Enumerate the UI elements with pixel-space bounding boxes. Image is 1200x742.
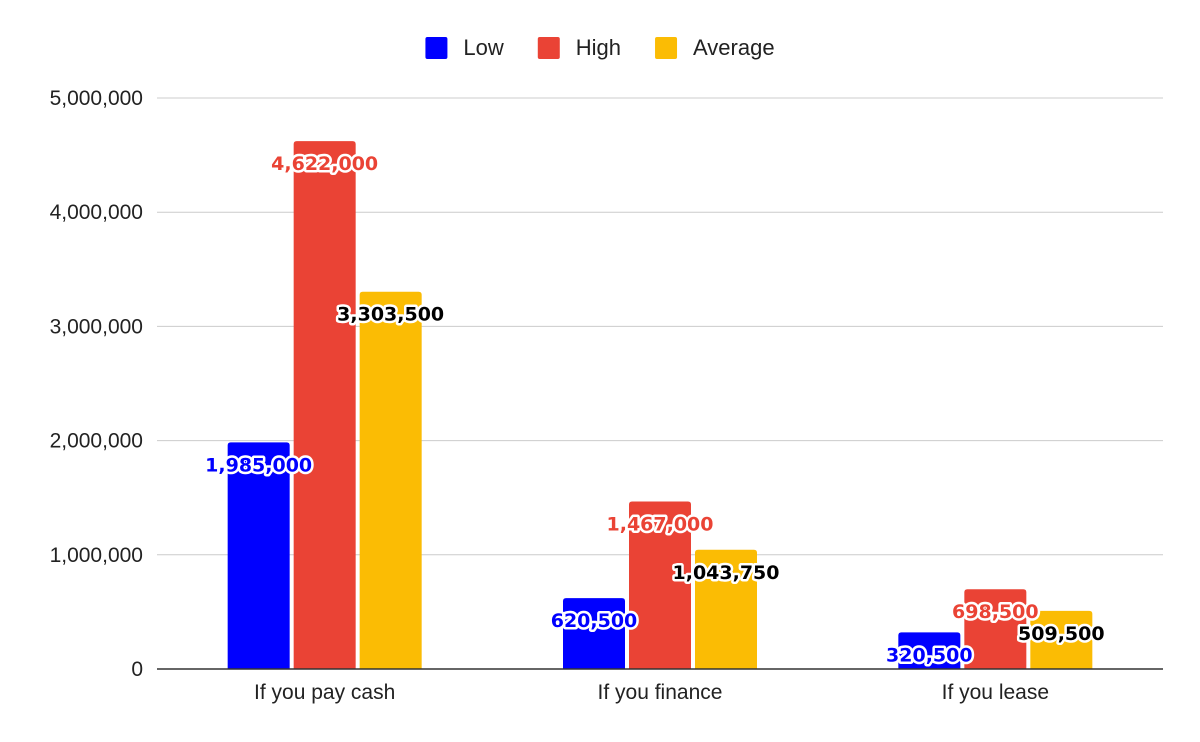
bar-high-if-you-lease — [964, 589, 1027, 669]
legend-swatch — [537, 37, 560, 59]
y-tick-label: 4,000,000 — [50, 201, 143, 224]
data-label-low-if-you-finance: 620,500 — [551, 610, 638, 632]
bar-high-if-you-pay-cash — [293, 141, 356, 669]
bar-average-if-you-lease — [1030, 610, 1093, 669]
data-label-low-if-you-pay-cash: 1,985,000 — [205, 454, 312, 476]
data-label-average-if-you-finance: 1,043,750 — [673, 562, 780, 584]
bar-average-if-you-finance — [695, 549, 757, 669]
legend-label: High — [576, 35, 621, 60]
legend-item-average: Average — [655, 35, 775, 60]
data-label-high-if-you-lease: 698,500 — [952, 601, 1039, 623]
y-tick-label: 1,000,000 — [50, 544, 143, 567]
bars — [227, 141, 1093, 669]
bar-low-if-you-pay-cash — [227, 442, 290, 669]
y-tick-label: 5,000,000 — [50, 87, 143, 110]
x-category-label: If you lease — [942, 681, 1049, 704]
bar-low-if-you-finance — [563, 598, 625, 669]
bar-average-if-you-pay-cash — [359, 291, 422, 669]
bar-high-if-you-finance — [629, 501, 691, 669]
legend-label: Average — [693, 35, 775, 60]
y-tick-label: 2,000,000 — [50, 430, 143, 453]
data-label-high-if-you-pay-cash: 4,622,000 — [271, 153, 378, 175]
legend-swatch — [425, 37, 448, 59]
y-tick-label: 0 — [131, 658, 143, 681]
legend-swatch — [655, 37, 678, 59]
legend-label: Low — [463, 35, 503, 60]
y-axis: 0 1,000,000 2,000,000 3,000,000 4,000,000 5,0… — [50, 87, 143, 681]
data-label-high-if-you-finance: 1,467,000 — [607, 513, 714, 535]
x-category-label: If you pay cash — [254, 681, 395, 704]
x-category-label: If you finance — [598, 681, 723, 704]
legend-item-high: High — [537, 35, 621, 60]
data-label-low-if-you-lease: 320,500 — [886, 644, 973, 666]
legend: Low High Average — [425, 35, 775, 60]
y-tick-label: 3,000,000 — [50, 315, 143, 338]
data-label-average-if-you-lease: 509,500 — [1018, 623, 1105, 645]
bar-low-if-you-lease — [898, 632, 961, 669]
legend-item-low: Low — [425, 35, 504, 60]
data-label-average-if-you-pay-cash: 3,303,500 — [337, 304, 444, 326]
x-axis: If you pay cash If you finance If you leas… — [254, 681, 1049, 704]
data-labels: 1,985,000 4,622,000 3,303,500 620,500 1,467,… — [203, 151, 1107, 669]
